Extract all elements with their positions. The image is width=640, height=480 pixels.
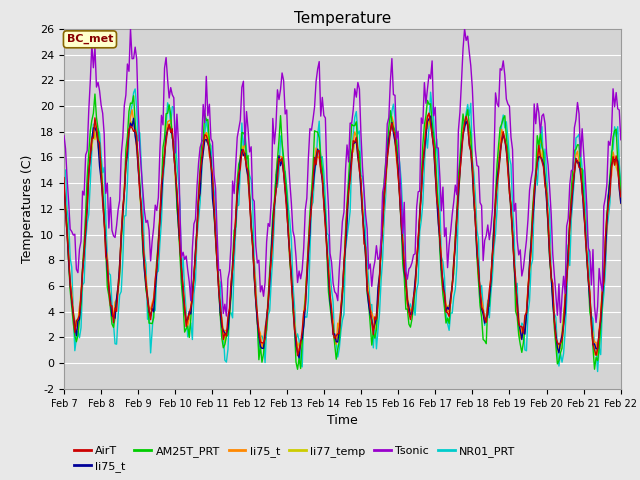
X-axis label: Time: Time <box>327 414 358 427</box>
Text: BC_met: BC_met <box>67 34 113 45</box>
Legend: AirT, li75_t, AM25T_PRT, li75_t, li77_temp, Tsonic, NR01_PRT: AirT, li75_t, AM25T_PRT, li75_t, li77_te… <box>70 441 520 477</box>
Y-axis label: Temperatures (C): Temperatures (C) <box>22 155 35 263</box>
Title: Temperature: Temperature <box>294 11 391 26</box>
